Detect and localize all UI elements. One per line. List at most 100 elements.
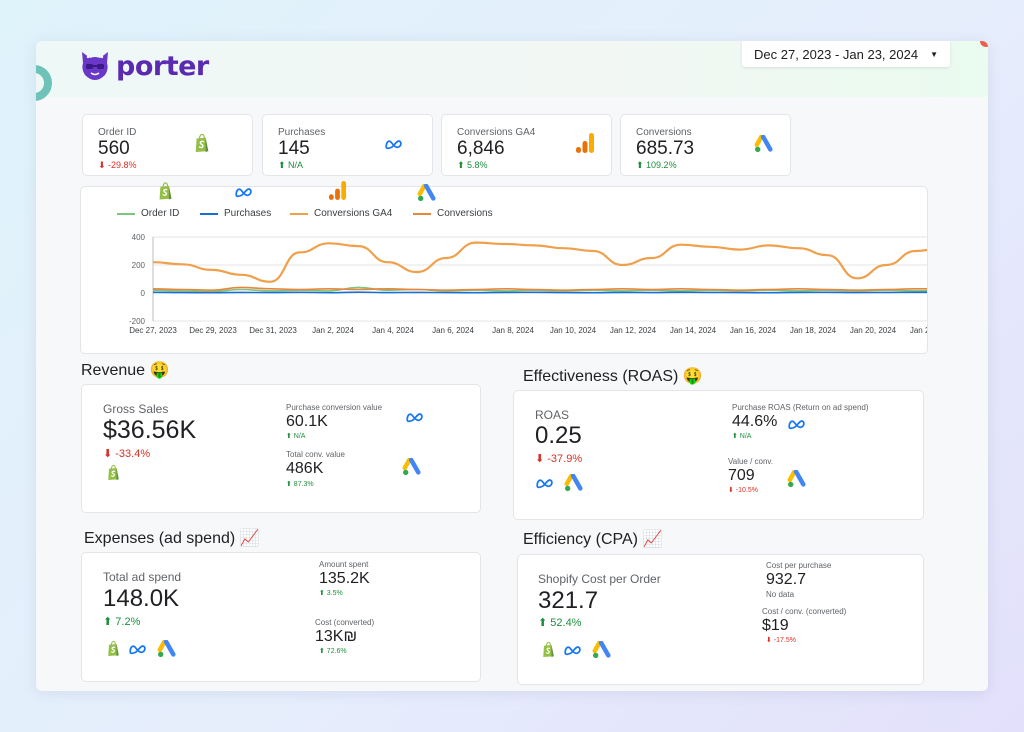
kpi-card-conversions[interactable]: Conversions 685.73 ⬆ 109.2% bbox=[620, 114, 791, 176]
kpi-delta: ⬆ 5.8% bbox=[457, 160, 488, 170]
cost-converted-value: 13K₪ bbox=[315, 628, 358, 645]
purchase-roas-label: Purchase ROAS (Return on ad spend) bbox=[732, 403, 869, 412]
shopify-icon bbox=[106, 640, 121, 657]
amount-spent-delta: ⬆ 3.5% bbox=[319, 590, 343, 597]
revenue-title: Revenue 🤑 bbox=[81, 362, 170, 379]
total-ad-spend-value: 148.0K bbox=[103, 585, 180, 612]
value-per-conv-delta: ⬇ -10.5% bbox=[728, 487, 758, 494]
chart-legend: Order ID Purchases Conversions GA4 Conve… bbox=[117, 208, 513, 219]
purchase-conversion-value-label: Purchase conversion value bbox=[286, 403, 383, 412]
value-per-conv-label: Value / conv. bbox=[728, 457, 774, 466]
legend-label: Order ID bbox=[141, 208, 180, 219]
legend-swatch bbox=[117, 212, 135, 215]
legend-item-order-id[interactable]: Order ID bbox=[117, 208, 200, 219]
kpi-value: 6,846 bbox=[457, 138, 505, 159]
caret-down-icon: ▼ bbox=[930, 49, 938, 59]
kpi-label: Conversions GA4 bbox=[457, 127, 536, 138]
meta-icon bbox=[535, 477, 557, 489]
total-ad-spend-label: Total ad spend bbox=[103, 570, 182, 584]
y-tick-label: -200 bbox=[129, 317, 146, 326]
kpi-value: 145 bbox=[278, 138, 310, 159]
roas-card: ROAS 0.25 ⬇ -37.9% Purchase ROAS (Return… bbox=[513, 390, 924, 520]
x-tick-label: Jan 10, 2024 bbox=[550, 326, 597, 335]
brand-name: porter bbox=[116, 50, 209, 82]
total-conv-value: 486K bbox=[286, 460, 324, 477]
kpi-value: 685.73 bbox=[636, 138, 695, 159]
value-per-conv-value: 709 bbox=[728, 467, 755, 484]
revenue-card: Gross Sales $36.56K ⬇ -33.4% Purchase co… bbox=[81, 384, 481, 513]
roas-title: Effectiveness (ROAS) 🤑 bbox=[523, 368, 703, 385]
kpi-value: 560 bbox=[98, 138, 130, 159]
series-line-conversions-ga4 bbox=[152, 241, 927, 283]
date-range-picker[interactable]: Dec 27, 2023 - Jan 23, 2024 ▼ bbox=[742, 41, 950, 67]
shopify-icon bbox=[541, 641, 556, 658]
purchase-conversion-value: 60.1K bbox=[286, 413, 328, 430]
gross-sales-delta: ⬇ -33.4% bbox=[103, 448, 151, 460]
total-ad-spend-delta: ⬆ 7.2% bbox=[103, 616, 141, 628]
kpi-card-purchases[interactable]: Purchases 145 ⬆ N/A bbox=[262, 114, 433, 176]
kpi-card-order-id[interactable]: Order ID 560 ⬇ -29.8% bbox=[82, 114, 253, 176]
kpi-label: Order ID bbox=[98, 127, 137, 138]
cost-per-conv-label: Cost / conv. (converted) bbox=[762, 607, 847, 616]
kpi-label: Purchases bbox=[278, 127, 326, 138]
meta-icon bbox=[563, 644, 585, 656]
shopify-icon bbox=[193, 133, 211, 153]
kpi-card-conversions-ga4[interactable]: Conversions GA4 6,846 ⬆ 5.8% bbox=[441, 114, 612, 176]
kpi-label: Conversions bbox=[636, 127, 692, 138]
x-tick-label: Jan 14, 2024 bbox=[670, 326, 717, 335]
kpi-delta: ⬆ 109.2% bbox=[636, 160, 677, 170]
cost-per-purchase-value: 932.7 bbox=[766, 571, 807, 588]
x-tick-label: Dec 29, 2023 bbox=[189, 326, 237, 335]
cost-converted-label: Cost (converted) bbox=[315, 618, 375, 627]
kpi-delta: ⬆ N/A bbox=[278, 160, 304, 170]
x-tick-label: Jan 20, 2024 bbox=[850, 326, 897, 335]
shopify-cost-per-order-label: Shopify Cost per Order bbox=[538, 572, 661, 586]
y-tick-label: 200 bbox=[132, 261, 146, 270]
efficiency-title: Efficiency (CPA) 📈 bbox=[523, 531, 663, 548]
y-tick-label: 0 bbox=[141, 289, 146, 298]
shopify-cost-per-order-value: 321.7 bbox=[538, 587, 599, 614]
google-ads-icon bbox=[417, 184, 437, 202]
shopify-icon bbox=[106, 464, 121, 481]
x-tick-label: Jan 8, 2024 bbox=[492, 326, 534, 335]
total-conv-value-label: Total conv. value bbox=[286, 450, 345, 459]
cost-converted-delta: ⬆ 72.6% bbox=[319, 648, 347, 655]
purchase-conversion-delta: ⬆ N/A bbox=[286, 433, 306, 440]
y-tick-label: 400 bbox=[132, 233, 146, 242]
x-tick-label: Jan 6, 2024 bbox=[432, 326, 474, 335]
legend-item-purchases[interactable]: Purchases bbox=[200, 208, 290, 219]
shopify-icon bbox=[157, 181, 174, 201]
gross-sales-value: $36.56K bbox=[103, 416, 197, 444]
google-ads-icon bbox=[787, 470, 807, 488]
google-analytics-icon bbox=[575, 132, 595, 154]
legend-item-conversions[interactable]: Conversions bbox=[413, 208, 513, 219]
legend-swatch bbox=[290, 212, 308, 215]
timeseries-chart-card: Order ID Purchases Conversions GA4 Conve… bbox=[80, 186, 928, 354]
shopify-cost-per-order-delta: ⬆ 52.4% bbox=[538, 617, 582, 629]
total-conv-delta: ⬆ 87.3% bbox=[286, 481, 314, 488]
x-tick-label: Dec 27, 2023 bbox=[129, 326, 177, 335]
legend-label: Purchases bbox=[224, 208, 272, 219]
legend-label: Conversions bbox=[437, 208, 493, 219]
x-tick-label: Jan 16, 2024 bbox=[730, 326, 777, 335]
purchase-roas-value: 44.6% bbox=[732, 413, 778, 430]
notification-dot bbox=[980, 41, 988, 47]
porter-cat-icon bbox=[82, 52, 108, 80]
x-tick-label: Jan 12, 2024 bbox=[610, 326, 657, 335]
cost-per-conv-delta: ⬇ -17.5% bbox=[766, 637, 796, 644]
porter-logo: porter bbox=[78, 48, 209, 84]
meta-icon bbox=[384, 138, 406, 150]
series-line-conversions bbox=[152, 286, 927, 292]
google-analytics-icon bbox=[328, 180, 347, 201]
meta-icon bbox=[234, 186, 256, 198]
expenses-title: Expenses (ad spend) 📈 bbox=[84, 530, 260, 547]
google-ads-icon bbox=[402, 458, 422, 476]
amount-spent-label: Amount spent bbox=[319, 560, 369, 569]
efficiency-card: Shopify Cost per Order 321.7 ⬆ 52.4% Cos… bbox=[517, 554, 924, 685]
purchase-roas-delta: ⬆ N/A bbox=[732, 433, 752, 440]
cost-per-purchase-label: Cost per purchase bbox=[766, 561, 832, 570]
date-range-text: Dec 27, 2023 - Jan 23, 2024 bbox=[754, 46, 919, 62]
legend-item-conversions-ga4[interactable]: Conversions GA4 bbox=[290, 208, 413, 219]
legend-label: Conversions GA4 bbox=[314, 208, 393, 219]
